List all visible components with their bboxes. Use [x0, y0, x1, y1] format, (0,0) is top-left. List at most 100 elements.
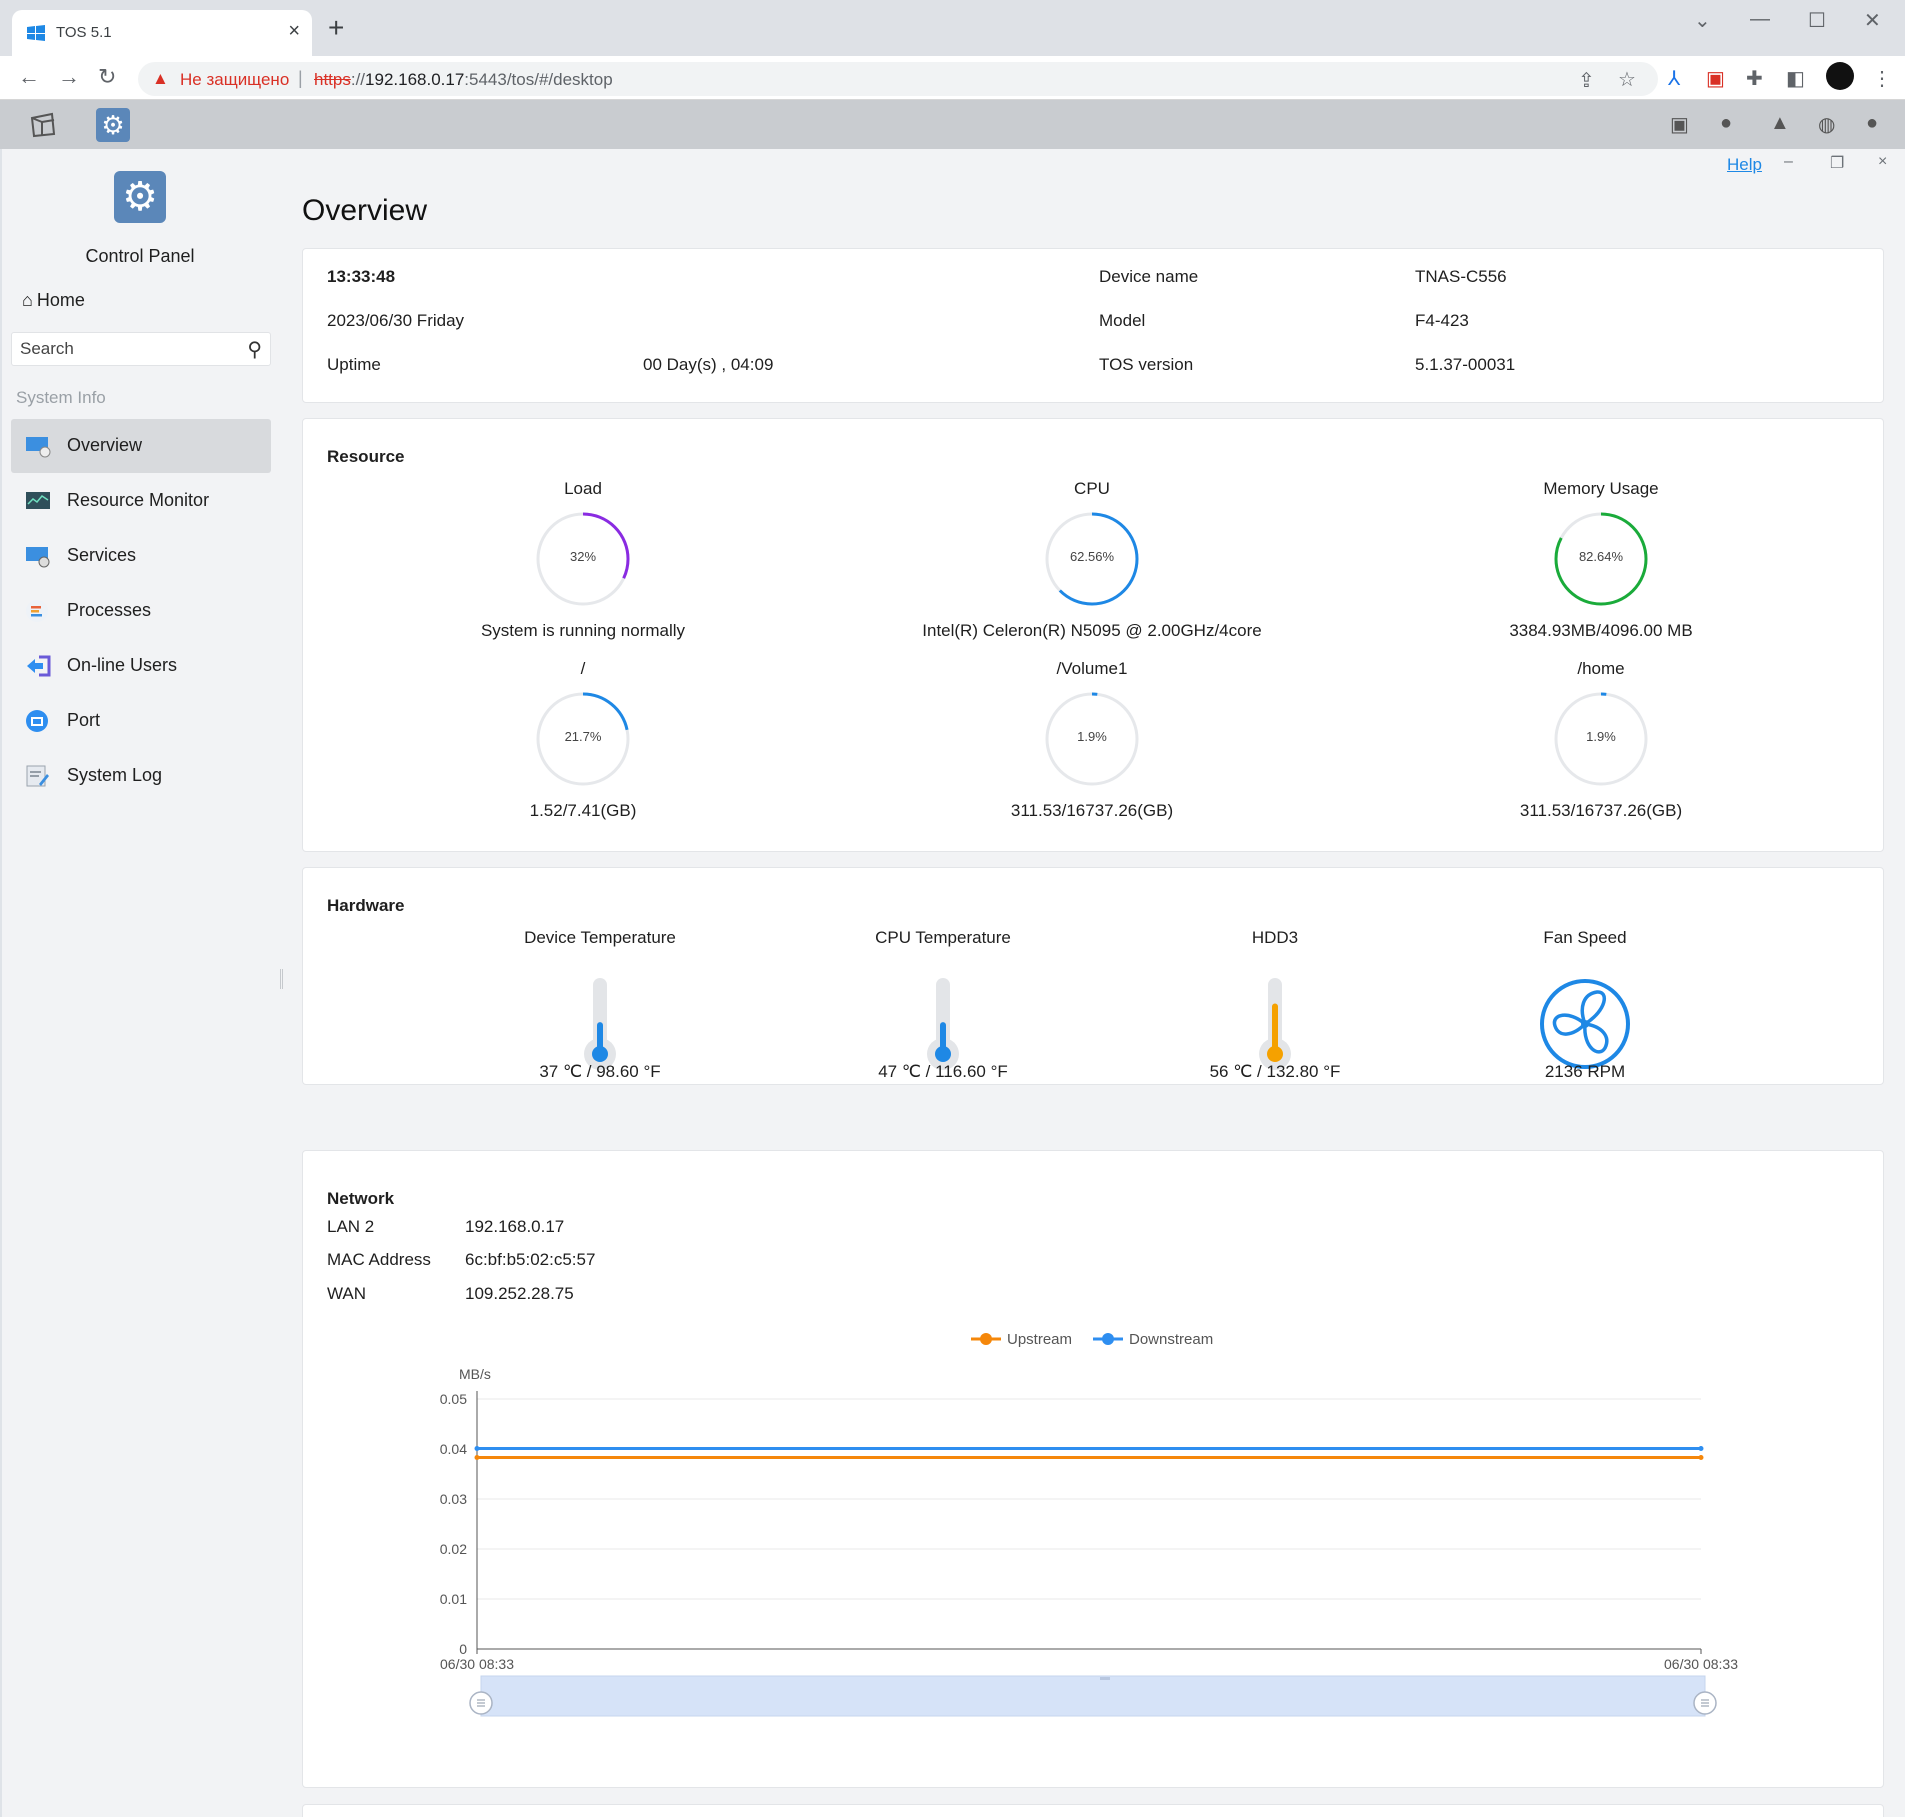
forward-icon[interactable]: → — [58, 64, 80, 89]
sidebar-resize-handle[interactable] — [280, 969, 283, 989]
sidebar-item-resource-monitor[interactable]: Resource Monitor — [11, 474, 271, 528]
maximize-icon[interactable]: ☐ — [1808, 10, 1826, 32]
device-name-value: TNAS-C556 — [1415, 267, 1507, 286]
browser-tab[interactable]: TOS 5.1 × — [12, 10, 312, 56]
window-restore-icon[interactable]: ❐ — [1830, 155, 1845, 172]
thermometer-bulb — [592, 1046, 608, 1062]
tos-version-label: TOS version — [1099, 355, 1194, 374]
url-scheme: https — [314, 70, 351, 89]
current-date: 2023/06/30 Friday — [327, 311, 465, 330]
window-minimize-icon[interactable]: – — [1784, 153, 1793, 170]
sidebar-item-port[interactable]: Port — [11, 694, 271, 748]
y-axis-label: MB/s — [459, 1366, 491, 1382]
tos-version-value: 5.1.37-00031 — [1415, 355, 1516, 374]
extension-acrobat-icon[interactable]: ⅄ — [1668, 68, 1681, 90]
desktop-icon[interactable] — [28, 110, 58, 140]
temperature-title: CPU Temperature — [875, 928, 1011, 947]
usage-gauge: 21.7% — [535, 691, 631, 787]
url-path: :5443/tos/#/desktop — [464, 70, 613, 89]
network-value-lan: 192.168.0.17 — [465, 1217, 565, 1236]
thermometer-icon — [584, 978, 616, 1070]
gauge-title: Memory Usage — [1543, 479, 1659, 498]
home-label: Home — [36, 290, 85, 310]
resource-title: Resource — [327, 447, 405, 466]
window-close-icon[interactable]: × — [1878, 153, 1888, 170]
resource-monitor-icon — [26, 492, 50, 509]
gauge-title: / — [580, 659, 586, 678]
tab-search-chevron-icon[interactable]: ⌄ — [1694, 10, 1711, 32]
reload-icon[interactable]: ↻ — [98, 64, 117, 89]
gauge-percent-label: 1.9% — [1077, 729, 1107, 744]
network-value-wan: 109.252.28.75 — [465, 1284, 574, 1303]
url-scheme-separator: :// — [350, 70, 366, 89]
section-label: System Info — [16, 388, 106, 407]
temperature-title: HDD3 — [1251, 928, 1299, 947]
series-point-downstream — [1698, 1446, 1704, 1451]
new-tab-button[interactable]: + — [328, 12, 345, 43]
side-panel-icon[interactable]: ◧ — [1786, 68, 1805, 90]
chart-zoom-slider[interactable] — [469, 1675, 1717, 1717]
gauge-percent-label: 82.64% — [1578, 549, 1624, 564]
app-name: Control Panel — [85, 246, 195, 266]
warning-icon: ▲ — [152, 69, 169, 88]
url-omnibox[interactable]: ▲ Не защищено | https://192.168.0.17:544… — [138, 62, 1658, 96]
sidebar-item-label: On-line Users — [67, 655, 178, 675]
minimize-icon[interactable]: — — [1750, 8, 1770, 30]
chat-icon[interactable]: ● — [1720, 112, 1733, 134]
extensions-puzzle-icon[interactable]: ✚ — [1746, 68, 1763, 90]
legend-label: Downstream — [1129, 1331, 1213, 1348]
back-icon[interactable]: ← — [18, 64, 40, 89]
fan-icon — [1540, 979, 1630, 1069]
thermometer-level — [597, 1022, 603, 1050]
close-window-icon[interactable]: ✕ — [1864, 10, 1881, 32]
sidebar-item-label: Services — [67, 545, 137, 565]
globe-icon[interactable]: ◍ — [1818, 114, 1836, 136]
share-icon[interactable]: ⇪ — [1578, 70, 1595, 92]
system-log-icon — [26, 765, 49, 787]
profile-avatar-icon[interactable] — [1826, 62, 1854, 90]
usage-gauge: 1.9% — [1553, 691, 1649, 787]
control-panel-gear-icon[interactable]: ⚙ — [96, 108, 130, 142]
gauge-fill-arc — [1045, 512, 1139, 606]
sidebar-item-overview[interactable]: Overview — [11, 419, 271, 473]
sidebar-item-label: Overview — [67, 435, 143, 455]
sidebar-item-system-log[interactable]: System Log — [11, 749, 271, 803]
legend-label: Upstream — [1007, 1331, 1072, 1348]
search-icon[interactable]: ⚲ — [247, 339, 262, 361]
thermometer-bulb — [935, 1046, 951, 1062]
search-input[interactable] — [20, 339, 240, 359]
thermometer-tube — [936, 978, 950, 1052]
y-tick-label: 0 — [459, 1641, 467, 1657]
network-value-mac: 6c:bf:b5:02:c5:57 — [465, 1250, 596, 1269]
uptime-value: 00 Day(s) , 04:09 — [643, 355, 774, 374]
monitor-icon[interactable]: ▣ — [1670, 114, 1689, 136]
usage-gauge: 62.56% — [1044, 511, 1140, 607]
tab-close-icon[interactable]: × — [288, 20, 300, 42]
series-point-upstream — [474, 1455, 480, 1460]
gauge-percent-label: 32% — [569, 549, 597, 564]
insecure-label: Не защищено — [180, 70, 290, 89]
sidebar-item-processes[interactable]: Processes — [11, 584, 271, 638]
gauge-caption: 311.53/16737.26(GB) — [1010, 801, 1174, 820]
hardware-title: Hardware — [327, 896, 405, 915]
url-host: 192.168.0.17 — [365, 70, 465, 89]
user-icon[interactable]: ● — [1866, 112, 1879, 134]
help-link[interactable]: Help — [1727, 155, 1762, 174]
sidebar-item-online-users[interactable]: On-line Users — [11, 639, 271, 693]
sidebar-item-services[interactable]: Services — [11, 529, 271, 583]
online-users-icon — [27, 655, 51, 677]
x-tick-label: 06/30 08:33 — [1664, 1656, 1738, 1672]
bookmark-star-icon[interactable]: ☆ — [1618, 69, 1636, 91]
browser-menu-icon[interactable]: ⋮ — [1872, 68, 1892, 90]
search-box: ⚲ — [11, 332, 271, 366]
extension-red-icon[interactable]: ▣ — [1706, 68, 1725, 90]
control-panel-window: Help – ❐ × ⚙ Control Panel ⌂Home ⚲ Syste… — [2, 149, 1905, 1817]
sidebar-item-label: Resource Monitor — [67, 490, 210, 510]
tos-taskbar: ⚙ ▣ ● ▲ ◍ ● — [0, 100, 1905, 149]
series-point-upstream — [1698, 1455, 1704, 1460]
bell-icon[interactable]: ▲ — [1770, 112, 1790, 134]
home-link[interactable]: ⌂ Home — [22, 290, 85, 311]
gauge-title: /home — [1577, 659, 1625, 678]
gauge-caption: 1.52/7.41(GB) — [529, 801, 637, 820]
gauge-ring — [1045, 692, 1139, 786]
